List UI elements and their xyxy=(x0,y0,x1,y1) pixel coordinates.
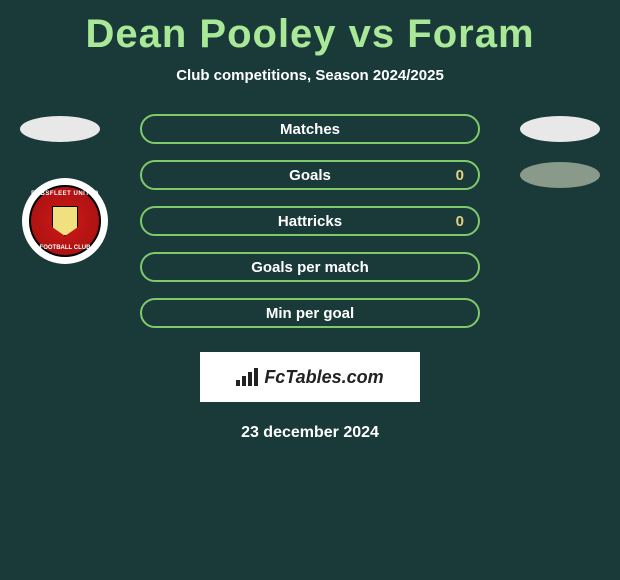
crest-outer-ring: EBBSFLEET UNITED FOOTBALL CLUB xyxy=(22,178,108,264)
stat-bar: Min per goal xyxy=(140,298,480,328)
team-crest: EBBSFLEET UNITED FOOTBALL CLUB xyxy=(22,178,108,264)
right-badge-placeholder xyxy=(520,116,600,142)
stat-value-right: 0 xyxy=(456,213,464,230)
stat-label: Goals per match xyxy=(142,259,478,276)
left-badge-placeholder xyxy=(20,116,100,142)
brand-text: FcTables.com xyxy=(264,367,383,388)
stat-label: Hattricks xyxy=(142,213,478,230)
brand-logo[interactable]: FcTables.com xyxy=(200,352,420,402)
stat-row-min-per-goal: Min per goal xyxy=(0,298,620,328)
right-badge-placeholder xyxy=(520,162,600,188)
stat-bar: Goals 0 xyxy=(140,160,480,190)
bar-chart-icon xyxy=(236,368,258,386)
subtitle: Club competitions, Season 2024/2025 xyxy=(0,67,620,84)
stat-row-matches: Matches xyxy=(0,114,620,144)
stat-label: Matches xyxy=(142,121,478,138)
crest-shield-icon xyxy=(52,206,78,236)
date-label: 23 december 2024 xyxy=(0,424,620,442)
crest-text-bottom: FOOTBALL CLUB xyxy=(31,245,99,251)
crest-inner-circle: EBBSFLEET UNITED FOOTBALL CLUB xyxy=(29,185,101,257)
stat-label: Goals xyxy=(142,167,478,184)
stat-label: Min per goal xyxy=(142,305,478,322)
stat-bar: Goals per match xyxy=(140,252,480,282)
stat-bar: Hattricks 0 xyxy=(140,206,480,236)
stat-value-right: 0 xyxy=(456,167,464,184)
page-title: Dean Pooley vs Foram xyxy=(0,0,620,57)
stat-bar: Matches xyxy=(140,114,480,144)
crest-text-top: EBBSFLEET UNITED xyxy=(31,191,99,197)
